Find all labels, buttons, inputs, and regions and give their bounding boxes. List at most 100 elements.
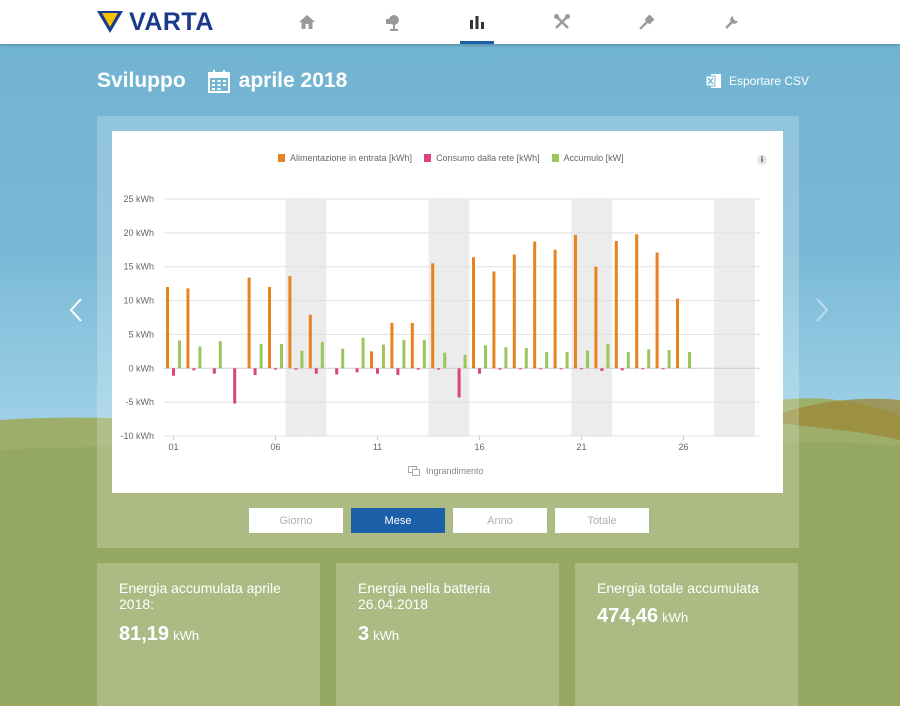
legend-label: Accumulo [kW] — [563, 153, 624, 163]
bar-grid-consumption — [498, 368, 502, 370]
bar-storage — [361, 337, 365, 369]
nav-statistics[interactable] — [460, 0, 494, 44]
bar-storage — [300, 350, 304, 369]
bar-feed-in — [492, 271, 496, 369]
bar-feed-in — [247, 277, 251, 369]
bar-grid-consumption — [539, 368, 543, 370]
varta-logo-icon — [97, 11, 123, 33]
bar-feed-in — [553, 249, 557, 369]
bar-feed-in — [166, 287, 169, 369]
x-tick-label: 26 — [678, 442, 688, 452]
bar-feed-in — [410, 322, 414, 369]
legend-item-feed-in[interactable]: Alimentazione in entrata [kWh] — [278, 153, 412, 163]
period-month-button[interactable]: Mese — [351, 508, 445, 533]
y-tick-label: 25 kWh — [123, 194, 154, 204]
y-tick-label: 10 kWh — [123, 296, 154, 306]
period-year-button[interactable]: Anno — [453, 508, 547, 533]
stat-label: Energia accumulata aprile 2018: — [119, 580, 281, 612]
next-month-arrow-icon[interactable] — [812, 296, 832, 324]
bar-storage — [402, 339, 406, 369]
legend-item-storage[interactable]: Accumulo [kW] — [551, 153, 624, 163]
y-tick-label: -10 kWh — [120, 431, 154, 441]
legend-swatch-feed-in — [278, 154, 285, 162]
bar-feed-in — [574, 234, 577, 369]
bar-feed-in — [390, 322, 394, 369]
bar-grid-consumption — [335, 368, 339, 375]
bar-storage — [259, 343, 263, 369]
bar-grid-consumption — [580, 368, 583, 370]
weekend-band — [306, 199, 327, 436]
nav-home[interactable] — [290, 0, 324, 44]
top-navigation-bar: VARTA — [0, 0, 900, 44]
stat-value: 474,46 — [597, 605, 659, 627]
zoom-label: Ingrandimento — [426, 466, 484, 476]
bar-grid-consumption — [294, 368, 298, 370]
y-tick-label: -5 kWh — [125, 397, 154, 407]
bar-storage — [463, 354, 467, 369]
nav-settings[interactable] — [545, 0, 579, 44]
chart-panel: Alimentazione in entrata [kWh] Consumo d… — [97, 116, 799, 548]
zoom-button[interactable]: Ingrandimento — [408, 466, 484, 476]
period-day-button[interactable]: Giorno — [249, 508, 343, 533]
bar-grid-consumption — [172, 368, 175, 376]
stat-unit: kWh — [662, 610, 689, 625]
bar-grid-consumption — [559, 368, 563, 370]
bar-grid-consumption — [641, 368, 645, 370]
chart-legend: Alimentazione in entrata [kWh] Consumo d… — [278, 153, 636, 163]
bar-storage — [218, 341, 222, 369]
main-nav — [290, 0, 800, 44]
export-csv-button[interactable]: Esportare CSV — [706, 73, 809, 89]
weekend-band — [285, 199, 307, 436]
bar-storage — [524, 347, 528, 369]
legend-label: Alimentazione in entrata [kWh] — [290, 153, 413, 163]
x-tick-label: 16 — [474, 442, 484, 452]
calendar-icon[interactable] — [207, 69, 230, 93]
stat-value-wrapper: 3 kWh — [358, 623, 399, 646]
bar-grid-consumption — [376, 368, 379, 374]
info-icon[interactable]: i — [757, 155, 767, 165]
bar-storage — [382, 344, 385, 369]
bar-feed-in — [186, 288, 190, 369]
x-tick-label: 11 — [373, 442, 382, 452]
weekend-band — [734, 199, 755, 436]
bar-grid-consumption — [661, 368, 665, 370]
previous-month-arrow-icon[interactable] — [66, 296, 86, 324]
nav-service[interactable] — [715, 0, 749, 44]
page-title: Sviluppo — [97, 69, 186, 92]
home-icon — [299, 15, 315, 29]
bar-feed-in — [533, 241, 537, 369]
bar-feed-in — [676, 298, 679, 369]
bar-feed-in — [288, 276, 292, 369]
bar-feed-in — [655, 252, 659, 369]
legend-item-grid-consumption[interactable]: Consumo dalla rete [kWh] — [424, 153, 540, 163]
bar-storage — [504, 347, 508, 369]
month-selector[interactable]: aprile 2018 — [238, 69, 348, 92]
stat-card-total-stored: Energia totale accumulata 474,46 kWh — [575, 563, 798, 706]
bar-storage — [341, 348, 345, 369]
nav-solar[interactable] — [375, 0, 409, 44]
bar-storage — [320, 341, 324, 369]
bar-feed-in — [594, 266, 598, 369]
zoom-icon — [408, 466, 420, 476]
bar-feed-in — [614, 240, 618, 369]
nav-power[interactable] — [630, 0, 664, 44]
legend-label: Consumo dalla rete [kWh] — [436, 153, 540, 163]
bar-grid-consumption — [396, 368, 400, 376]
bar-feed-in — [268, 287, 271, 369]
bar-storage — [606, 343, 610, 369]
bar-grid-consumption — [355, 368, 359, 373]
bar-storage — [565, 352, 569, 369]
bar-storage — [667, 350, 671, 369]
y-tick-label: 5 kWh — [128, 329, 154, 339]
bar-grid-consumption — [620, 368, 624, 371]
brand-name: VARTA — [129, 7, 214, 36]
stat-label: Energia nella batteria 26.04.2018 — [358, 580, 491, 612]
stat-unit: kWh — [173, 628, 200, 643]
bar-grid-consumption — [478, 368, 481, 374]
varta-logo[interactable]: VARTA — [97, 8, 214, 36]
x-tick-label: 21 — [576, 442, 586, 452]
stat-value-wrapper: 474,46 kWh — [597, 605, 688, 628]
bar-grid-consumption — [253, 368, 257, 376]
bar-storage — [422, 339, 426, 369]
period-total-button[interactable]: Totale — [555, 508, 649, 533]
